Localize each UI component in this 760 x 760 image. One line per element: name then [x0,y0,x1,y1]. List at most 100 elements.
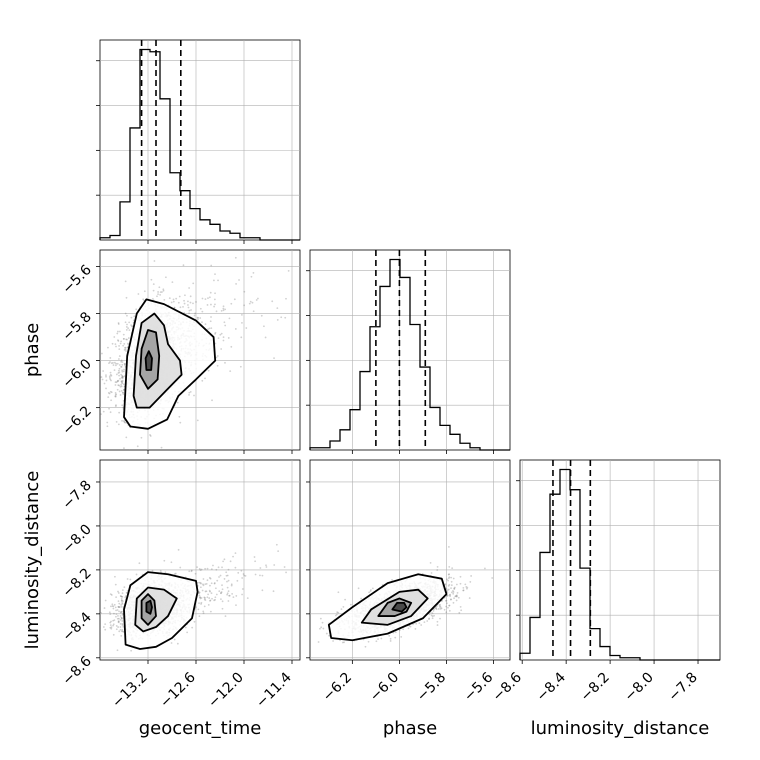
point [317,641,320,643]
point [201,321,203,324]
point [205,582,208,585]
point [199,596,202,599]
hist-panel-geocent-time [96,39,301,244]
point [113,603,116,606]
point [124,363,126,365]
point [105,375,107,378]
point [104,599,107,602]
point [210,303,212,306]
point [199,307,202,310]
point [234,552,237,555]
point [225,571,228,574]
x-tick-label: −12.6 [157,669,199,711]
point [435,608,438,611]
point [230,583,233,586]
contour-level-4 [144,350,153,371]
point [220,598,222,601]
point [200,603,202,605]
point [101,352,103,355]
panel-frame [519,459,721,661]
point [111,342,114,345]
point [121,380,124,382]
point [122,393,125,395]
point [221,607,224,610]
point [118,374,120,377]
point [196,566,198,569]
point [436,565,439,568]
point [198,591,201,594]
point [121,361,124,363]
point [149,435,152,437]
point [226,586,229,589]
point [126,451,128,453]
point [164,571,167,574]
point [118,348,121,351]
point [226,580,228,583]
point [119,622,122,625]
point [168,297,171,300]
point [235,595,238,597]
point [456,591,459,594]
point [210,316,212,318]
point [367,640,370,643]
point [319,617,322,620]
x-tick-label: −7.8 [665,670,700,705]
point [468,597,471,599]
point [115,381,118,384]
point [114,381,117,384]
point [120,595,122,598]
point [223,558,226,561]
x-tick-label: −13.2 [109,670,151,712]
point [107,346,109,349]
point [198,581,201,584]
point [260,314,263,317]
point [108,611,111,614]
point [203,596,206,599]
point [117,592,120,594]
point [231,592,234,595]
point [265,566,268,568]
y-tick-label: −8.0 [59,521,94,556]
point [127,327,130,330]
point [109,378,112,381]
point [118,358,120,360]
point [464,583,467,586]
point [433,608,436,610]
point [446,602,448,605]
point [170,642,173,644]
point [113,612,115,615]
point [119,611,122,614]
point [204,377,206,380]
point [188,287,191,289]
point [364,645,367,648]
point [113,361,116,364]
point [430,572,433,574]
point [206,596,209,599]
point [460,609,463,612]
point [239,365,242,368]
point [111,605,114,607]
point [120,606,123,608]
point [109,373,112,376]
point [235,604,237,607]
point [137,473,139,475]
point [113,336,116,338]
point [285,297,287,300]
point [105,387,107,390]
point [125,421,127,424]
point [197,317,199,319]
point [112,624,115,627]
point [121,630,124,633]
point [216,355,219,357]
point [220,592,222,594]
point [121,601,124,604]
point [197,592,200,595]
point [322,563,324,565]
point [120,360,123,363]
point [219,574,222,577]
point [118,390,121,393]
point [455,595,458,598]
point [453,597,455,600]
x-tick-label: −8.4 [534,669,569,704]
